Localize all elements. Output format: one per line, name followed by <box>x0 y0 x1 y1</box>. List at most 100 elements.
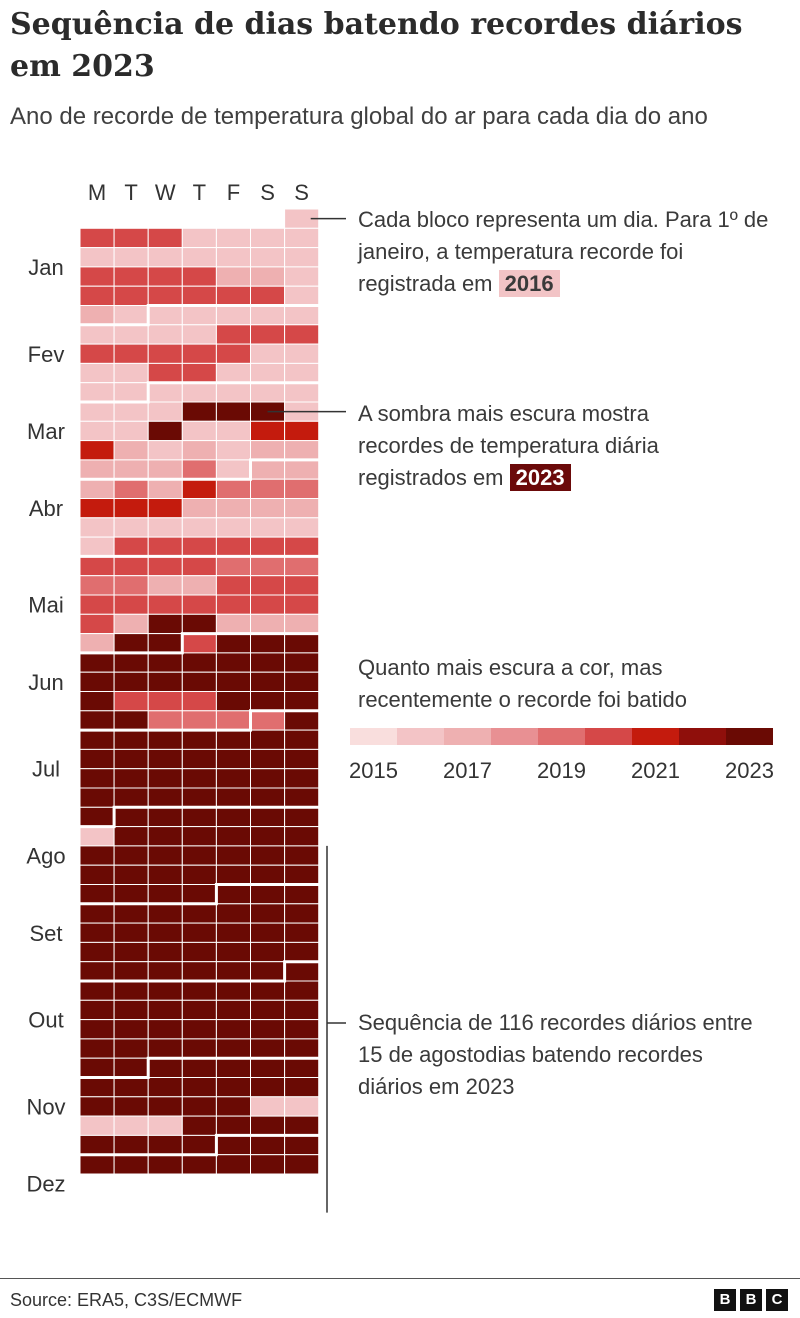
day-cell <box>147 613 183 635</box>
day-cell <box>250 1057 286 1078</box>
day-cell <box>250 382 286 403</box>
day-cell <box>250 787 286 808</box>
day-cell <box>79 633 115 654</box>
day-cell <box>215 941 251 963</box>
day-cell <box>113 941 149 963</box>
day-cell <box>181 903 217 924</box>
day-cell <box>181 343 217 364</box>
day-cell <box>79 420 115 442</box>
day-cell <box>215 227 251 249</box>
day-cell <box>215 440 251 461</box>
day-cell <box>215 768 251 789</box>
day-cell <box>79 1096 115 1117</box>
day-cell <box>147 498 183 519</box>
month-label: Mai <box>28 593 63 618</box>
day-cell <box>113 980 149 1001</box>
month-label: Ago <box>26 844 65 869</box>
day-cell <box>284 748 320 770</box>
day-cell <box>284 285 320 307</box>
day-cell <box>181 324 217 345</box>
day-cell <box>181 498 217 519</box>
day-cell <box>250 884 286 905</box>
day-cell <box>250 305 286 326</box>
day-cell <box>79 613 115 635</box>
day-cell <box>181 575 217 596</box>
day-cell <box>147 1154 183 1175</box>
day-cell <box>215 671 251 693</box>
day-cell <box>113 401 149 422</box>
day-cell <box>215 247 251 268</box>
day-cell <box>79 498 115 519</box>
day-cell <box>215 1096 251 1117</box>
day-cell <box>250 459 286 480</box>
day-cell <box>284 826 320 847</box>
day-cell <box>147 922 183 943</box>
day-cell <box>79 999 115 1021</box>
day-cell <box>250 478 286 500</box>
day-cell <box>79 555 115 577</box>
day-cell <box>147 536 183 557</box>
day-cell <box>215 478 251 500</box>
day-cell <box>113 575 149 596</box>
day-cell <box>284 382 320 403</box>
legend-swatch <box>538 728 585 745</box>
day-cell <box>79 1115 115 1136</box>
day-cell <box>79 401 115 422</box>
day-cell <box>284 806 320 828</box>
month-label: Dez <box>26 1172 65 1197</box>
month-labels: Jan Fev Mar Abr Mai Jun Jul Ago Set Out Nov Dez <box>26 255 65 1197</box>
day-cell <box>215 324 251 345</box>
day-cell <box>250 748 286 770</box>
day-cell <box>147 440 183 461</box>
day-cell <box>284 729 320 750</box>
day-cell <box>215 613 251 635</box>
legend-swatch <box>350 728 397 745</box>
day-cell <box>113 343 149 364</box>
day-cell <box>284 555 320 577</box>
day-cell <box>147 903 183 924</box>
day-cell <box>113 633 149 654</box>
day-cell <box>113 903 149 924</box>
day-cell <box>113 691 149 712</box>
bbc-logo-letter: B <box>740 1289 762 1311</box>
day-cell <box>147 305 183 326</box>
day-cell <box>215 1115 251 1136</box>
day-cell <box>181 652 217 673</box>
day-cell <box>113 710 149 731</box>
month-label: Jul <box>32 757 60 782</box>
day-cell <box>284 1134 320 1156</box>
day-cell <box>79 517 115 538</box>
day-cell <box>284 305 320 326</box>
day-cell <box>215 1134 251 1156</box>
day-cell <box>215 266 251 287</box>
day-cell <box>181 710 217 731</box>
day-cell <box>79 343 115 364</box>
day-cell <box>250 768 286 789</box>
day-cell <box>147 748 183 770</box>
day-cell <box>250 633 286 654</box>
day-cell <box>250 555 286 577</box>
day-cell <box>250 227 286 249</box>
weekday-label: S <box>294 180 309 205</box>
day-cell <box>215 652 251 673</box>
day-cell <box>181 748 217 770</box>
day-cell <box>181 980 217 1001</box>
month-boundary <box>80 381 319 404</box>
day-cell <box>250 324 286 345</box>
day-cell <box>113 440 149 461</box>
day-cell <box>250 420 286 442</box>
day-cell <box>147 999 183 1021</box>
legend-swatch <box>726 728 773 745</box>
footer-divider <box>0 1278 800 1279</box>
day-cell <box>113 594 149 615</box>
day-cell <box>284 459 320 480</box>
month-label: Out <box>28 1008 63 1033</box>
day-cell <box>250 691 286 712</box>
day-cell <box>113 864 149 886</box>
day-cell <box>181 768 217 789</box>
legend-swatches <box>350 728 773 745</box>
day-cell <box>284 247 320 268</box>
day-cell <box>215 748 251 770</box>
